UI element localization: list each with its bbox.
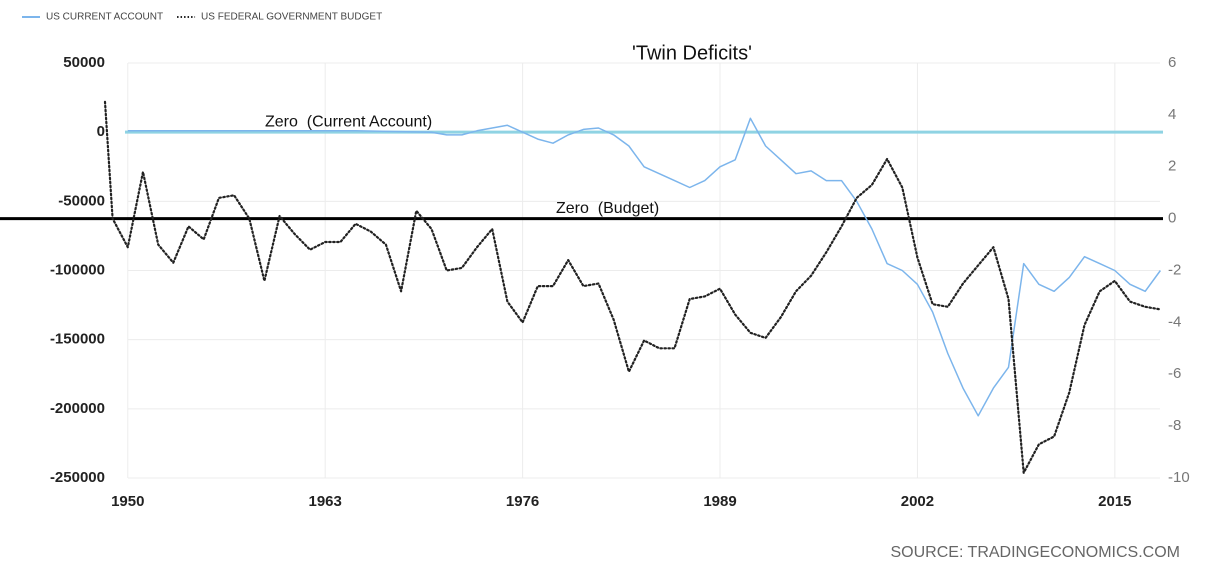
y2-tick-label: -8 xyxy=(1168,417,1181,434)
x-tick-label: 2015 xyxy=(1098,493,1131,510)
y2-tick-label: -10 xyxy=(1168,469,1190,486)
legend-label: US FEDERAL GOVERNMENT BUDGET xyxy=(201,12,382,23)
annotation: Zero (Current Account) xyxy=(265,113,432,130)
x-tick-label: 1950 xyxy=(111,493,144,510)
y-tick-label: 0 xyxy=(97,123,105,140)
y2-tick-label: -2 xyxy=(1168,261,1181,278)
series-line xyxy=(103,100,1162,474)
annotation: Zero (Budget) xyxy=(556,200,659,217)
y-tick-label: -150000 xyxy=(50,331,105,348)
y2-tick-label: -4 xyxy=(1168,313,1181,330)
x-tick-label: 1989 xyxy=(703,493,736,510)
x-tick-label: 2002 xyxy=(901,493,934,510)
legend-label: US CURRENT ACCOUNT xyxy=(46,12,163,23)
y2-tick-label: -6 xyxy=(1168,365,1181,382)
x-tick-label: 1976 xyxy=(506,493,539,510)
y-tick-label: -250000 xyxy=(50,469,105,486)
y2-tick-label: 6 xyxy=(1168,54,1176,71)
y-tick-label: 50000 xyxy=(63,54,105,71)
y2-tick-label: 0 xyxy=(1168,210,1176,227)
y-tick-label: -200000 xyxy=(50,400,105,417)
x-tick-label: 1963 xyxy=(309,493,342,510)
chart-title: 'Twin Deficits' xyxy=(632,42,752,64)
y-tick-label: -100000 xyxy=(50,261,105,278)
y2-tick-label: 2 xyxy=(1168,158,1176,175)
y2-tick-label: 4 xyxy=(1168,106,1176,123)
source: SOURCE: TRADINGECONOMICS.COM xyxy=(891,544,1181,561)
y-tick-label: -50000 xyxy=(58,192,105,209)
series-line xyxy=(127,117,1162,417)
